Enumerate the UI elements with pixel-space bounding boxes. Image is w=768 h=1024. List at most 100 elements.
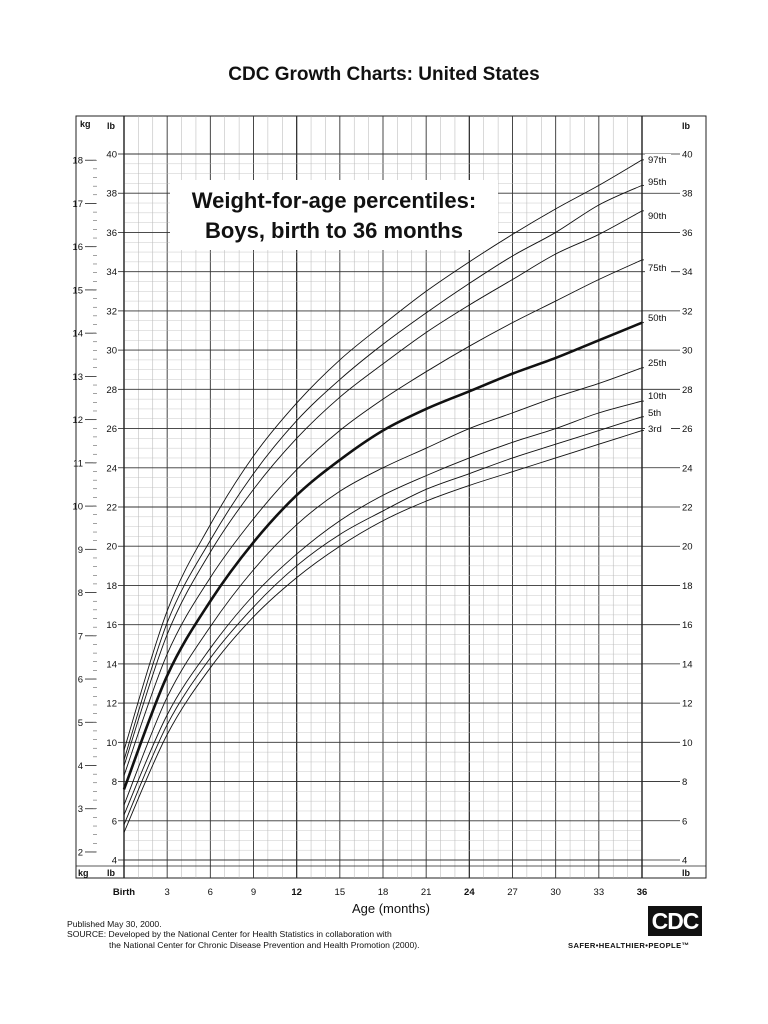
source-line-1: SOURCE: Developed by the National Center…	[67, 929, 392, 940]
published-note: Published May 30, 2000.	[67, 919, 162, 929]
percentile-curve-97th	[123, 159, 643, 751]
x-tick-label: 24	[464, 887, 475, 898]
series-label-bg-10th	[645, 390, 671, 401]
lb-tick-label-left: 34	[106, 267, 117, 278]
lb-tick-label-right: 26	[682, 424, 693, 435]
kg-tick-label: 11	[73, 458, 83, 469]
chart-series	[122, 159, 643, 833]
lb-tick-label-right: 34	[682, 267, 693, 278]
x-tick-label: 12	[291, 887, 302, 898]
series-label-10th: 10th	[648, 391, 667, 402]
kg-tick-label: 3	[78, 804, 83, 815]
lb-tick-label-left: 32	[106, 306, 117, 317]
x-tick-label: Birth	[113, 887, 135, 898]
lb-tick-label-right: 38	[682, 189, 693, 200]
x-tick-label: 3	[165, 887, 170, 898]
series-label-bg-90th	[645, 210, 671, 221]
lb-tick-label-right: 6	[682, 816, 687, 827]
lb-tick-label-right: 8	[682, 777, 687, 788]
percentile-curve-5th	[123, 416, 643, 825]
lb-tick-label-left: 10	[106, 738, 117, 749]
lb-tick-label-left: 40	[106, 150, 117, 161]
kg-tick-label: 6	[78, 675, 83, 686]
lb-tick-label-right: 32	[682, 306, 693, 317]
lb-tick-label-right: 20	[682, 542, 693, 553]
lb-tick-label-right: 14	[682, 659, 693, 670]
lb-tick-label-left: 36	[106, 228, 117, 239]
series-label-bg-5th	[645, 407, 671, 418]
series-label-bg-95th	[645, 176, 671, 187]
series-label-50th: 50th	[648, 313, 667, 324]
percentile-curve-10th	[123, 400, 643, 816]
lb-unit-bottom-right: lb	[682, 868, 691, 878]
kg-unit-bottom: kg	[78, 868, 89, 878]
lb-tick-label-left: 12	[106, 699, 117, 710]
series-label-3rd: 3rd	[648, 424, 662, 435]
series-labels: 97th 95th 90th 75th 50th 25th 10th 5th 3rd	[642, 154, 671, 435]
lb-tick-label-right: 4	[682, 856, 687, 867]
lb-tick-label-right: 40	[682, 150, 693, 161]
series-label-75th: 75th	[648, 263, 667, 274]
lb-unit-top-right: lb	[682, 121, 691, 131]
lb-tick-label-right: 36	[682, 228, 693, 239]
x-axis-label: Age (months)	[352, 901, 430, 916]
percentile-curve-50th	[122, 321, 643, 790]
lb-tick-label-left: 14	[106, 659, 117, 670]
x-tick-label: 27	[507, 887, 518, 898]
percentile-curve-3rd	[123, 430, 643, 833]
kg-tick-label: 15	[72, 285, 83, 296]
kg-unit-top: kg	[80, 119, 91, 129]
chart-title-box	[170, 180, 498, 250]
series-label-97th: 97th	[648, 155, 667, 166]
x-tick-label: 9	[251, 887, 256, 898]
series-label-bg-97th	[645, 154, 671, 165]
lb-tick-label-right: 16	[682, 620, 693, 631]
source-line-2: the National Center for Chronic Disease …	[109, 939, 420, 950]
x-tick-label: 18	[378, 887, 389, 898]
kg-tick-label: 12	[72, 415, 83, 426]
series-label-bg-3rd	[645, 423, 671, 434]
percentile-curve-75th	[123, 259, 643, 776]
kg-tick-label: 14	[72, 329, 83, 340]
percentile-curve-25th	[123, 367, 643, 806]
kg-tick-label: 13	[72, 372, 83, 383]
kg-tick-label: 9	[78, 545, 83, 556]
kg-tick-label: 4	[78, 761, 83, 772]
lb-tick-label-right: 10	[682, 738, 693, 749]
lb-tick-label-left: 38	[106, 189, 117, 200]
series-label-bg-25th	[645, 357, 671, 368]
chart-frame	[75, 115, 707, 879]
kg-tick-label: 16	[72, 242, 83, 253]
series-label-bg-50th	[645, 312, 671, 323]
lb-tick-label-left: 8	[112, 777, 117, 788]
lb-tick-label-left: 6	[112, 816, 117, 827]
lb-tick-label-left: 28	[106, 385, 117, 396]
lb-tick-label-right: 22	[682, 503, 693, 514]
lb-tick-label-right: 12	[682, 699, 693, 710]
lb-tick-label-left: 4	[112, 856, 117, 867]
lb-tick-label-left: 26	[106, 424, 117, 435]
kg-tick-label: 2	[78, 847, 83, 858]
kg-tick-label: 10	[72, 502, 83, 513]
series-label-5th: 5th	[648, 408, 661, 419]
percentile-curve-95th	[123, 184, 643, 761]
kg-tick-label: 7	[78, 631, 83, 642]
lb-tick-label-right: 28	[682, 385, 693, 396]
kg-tick-label: 5	[78, 718, 83, 729]
lb-tick-label-right: 18	[682, 581, 693, 592]
x-tick-label: 36	[637, 887, 648, 898]
chart-title-line2: Boys, birth to 36 months	[205, 218, 463, 243]
kg-tick-label: 18	[72, 156, 83, 167]
x-tick-label: 6	[208, 887, 213, 898]
lb-tick-label-left: 20	[106, 542, 117, 553]
x-tick-label: 33	[594, 887, 605, 898]
series-label-95th: 95th	[648, 177, 667, 188]
kg-tick-label: 17	[72, 199, 83, 210]
lb-tick-label-left: 30	[106, 346, 117, 357]
series-label-90th: 90th	[648, 211, 667, 222]
lb-unit-bottom-left: lb	[107, 868, 116, 878]
lb-tick-label-left: 24	[106, 463, 117, 474]
cdc-logo: CDC	[648, 906, 702, 936]
